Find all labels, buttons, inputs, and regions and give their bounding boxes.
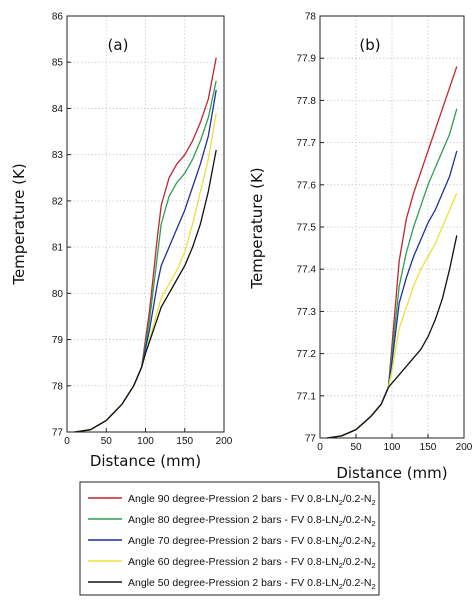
y-tick-label: 84 (52, 104, 64, 115)
x-tick-label: 100 (384, 442, 401, 453)
x-tick-label: 50 (350, 442, 362, 453)
y-tick-label: 83 (52, 150, 64, 161)
y-tick-label: 77.2 (297, 349, 317, 360)
y-axis-label: Temperature (K) (248, 167, 266, 289)
y-tick-label: 77.3 (297, 307, 317, 318)
x-tick-label: 150 (420, 442, 437, 453)
panel-a: 0 50 100 150 200 77 78 79 80 81 82 83 84 85 86 (a) Dista… (10, 12, 233, 471)
x-tick-label: 200 (216, 436, 233, 447)
x-tick-label: 0 (317, 442, 323, 453)
legend-entry-1: Angle 90 degree-Pression 2 bars - FV 0.8… (128, 493, 376, 507)
series-line-5 (327, 235, 458, 439)
y-tick-label: 82 (52, 196, 64, 207)
y-tick-label: 77.4 (297, 265, 317, 276)
x-tick-label: 150 (176, 436, 193, 447)
y-tick-label: 77 (52, 428, 64, 439)
y-tick-label: 80 (52, 289, 64, 300)
x-tick-label: 100 (137, 436, 154, 447)
x-axis-label: Distance (mm) (336, 464, 447, 482)
x-tick-label: 200 (456, 442, 472, 453)
panel-label: (b) (359, 36, 380, 54)
y-tick-label: 77.1 (297, 391, 317, 402)
y-tick-label: 81 (52, 243, 64, 254)
legend-entry-5: Angle 50 degree-Pression 2 bars - FV 0.8… (128, 577, 376, 591)
panel-label: (a) (108, 36, 129, 54)
legend-entry-2: Angle 80 degree-Pression 2 bars - FV 0.8… (128, 514, 376, 528)
legend-box (79, 481, 380, 596)
x-tick-label: 50 (101, 436, 113, 447)
y-tick-label: 77.5 (297, 223, 317, 234)
y-axis-label: Temperature (K) (10, 163, 28, 285)
y-tick-label: 79 (52, 335, 64, 346)
y-tick-label: 77.8 (297, 96, 317, 107)
y-tick-label: 86 (52, 12, 64, 23)
y-tick-label: 77 (305, 434, 317, 445)
y-tick-label: 77.9 (297, 54, 317, 65)
panel-b: 0 50 100 150 200 77 77.1 77.2 77.3 77.4 77.5 77.6 77… (248, 12, 472, 483)
x-tick-label: 0 (64, 436, 70, 447)
y-tick-label: 77.7 (297, 138, 317, 149)
y-tick-label: 78 (305, 12, 317, 23)
y-tick-label: 77.6 (297, 180, 317, 191)
legend: Angle 90 degree-Pression 2 bars - FV 0.8… (79, 481, 380, 596)
y-tick-label: 85 (52, 58, 64, 69)
legend-entry-4: Angle 60 degree-Pression 2 bars - FV 0.8… (128, 556, 376, 570)
x-axis-label: Distance (mm) (90, 452, 201, 470)
series-line-5 (74, 149, 217, 433)
y-tick-label: 78 (52, 381, 64, 392)
legend-entry-3: Angle 70 degree-Pression 2 bars - FV 0.8… (128, 535, 376, 549)
